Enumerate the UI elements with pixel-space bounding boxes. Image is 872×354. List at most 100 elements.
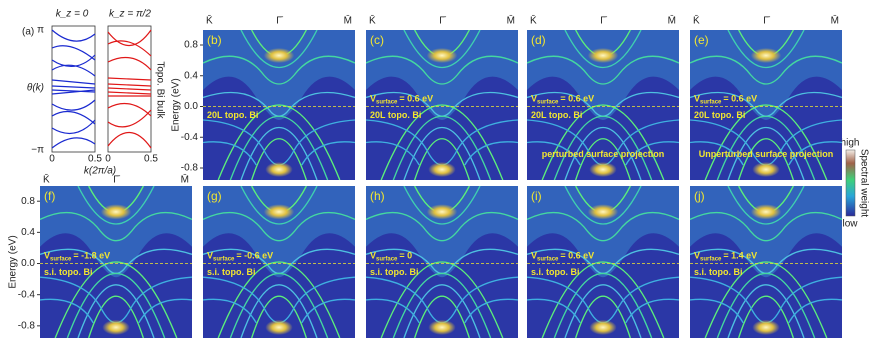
value: = 0.6 eV	[723, 94, 757, 104]
y-tick-label: 0.4	[184, 70, 198, 81]
k-label: M̄	[668, 14, 676, 27]
potential-label: Vsurface = 0.6 eV	[370, 94, 433, 105]
symbol: V	[370, 94, 376, 104]
potential-label: Vsurface = 1.4 eV	[694, 251, 757, 262]
k-label: M̄	[831, 14, 839, 27]
sample-label: s.i. topo. Bi	[531, 267, 580, 277]
k-label: Γ̄	[439, 16, 447, 27]
value: = -0.6 eV	[236, 251, 273, 261]
y-axis-label: Energy (eV)	[8, 235, 19, 288]
panel-label: (d)	[531, 33, 546, 47]
value: = 0	[399, 251, 412, 261]
bulk-bands-kzpi2	[107, 29, 152, 149]
k-label: Γ̄	[113, 175, 121, 186]
k-label: K̄	[530, 14, 537, 27]
symbol: V	[44, 251, 50, 261]
symbol: V	[370, 251, 376, 261]
y-tick-label: -0.8	[181, 163, 199, 174]
value: = 0.6 eV	[560, 251, 594, 261]
panel-label: (j)	[694, 189, 705, 203]
value: = 0.6 eV	[399, 94, 433, 104]
y-tick-label: -0.4	[181, 132, 199, 143]
k-label: Γ̄	[763, 16, 771, 27]
y-tick-label: 0.4	[21, 227, 35, 238]
k-label: Γ̄	[276, 16, 284, 27]
panel-label: (i)	[531, 189, 542, 203]
subscript: surface	[376, 99, 398, 105]
panel-label: (f)	[44, 189, 55, 203]
panel-label: (b)	[207, 33, 222, 47]
y-axis-label: θ(k)	[27, 83, 44, 94]
subscript: surface	[50, 256, 72, 262]
colorbar-low: low	[842, 219, 858, 230]
subscript: surface	[376, 256, 398, 262]
value: = 1.4 eV	[723, 251, 757, 261]
subscript: surface	[700, 256, 722, 262]
frame	[51, 25, 96, 153]
x-tick-label: 0	[105, 154, 111, 165]
note: perturbed surface projection	[542, 149, 665, 159]
y-tick-label: 0.8	[21, 196, 35, 207]
potential-label: Vsurface = 0.6 eV	[531, 251, 594, 262]
potential-label: Vsurface = -0.6 eV	[207, 251, 273, 262]
subscript: surface	[213, 256, 235, 262]
panel-a: (a) k_z = 0 k_z = π/2 π θ(k) −π 0 0.5 0 …	[22, 9, 165, 177]
sample-label: 20L topo. Bi	[694, 110, 745, 120]
colorbar	[845, 149, 856, 217]
sample-label: 20L topo. Bi	[370, 110, 421, 120]
potential-label: Vsurface = 0.6 eV	[531, 94, 594, 105]
x-axis-label: k(2π/a)	[84, 166, 116, 177]
sample-label: s.i. topo. Bi	[44, 267, 93, 277]
potential-label: Vsurface = -1.8 eV	[44, 251, 110, 262]
panel-title: k_z = π/2	[109, 9, 151, 20]
y-tick-label: 0.0	[21, 258, 35, 269]
potential-label: Vsurface = 0	[370, 251, 412, 262]
frame	[107, 25, 152, 153]
y-tick-label: -0.4	[18, 289, 36, 300]
y-axis-label: Energy (eV)	[171, 78, 182, 131]
symbol: V	[531, 251, 537, 261]
subscript: surface	[537, 256, 559, 262]
y-tick-label: 0.8	[184, 40, 198, 51]
symbol: V	[531, 94, 537, 104]
x-tick-label: 0.5	[144, 154, 158, 165]
side-label: Topo. Bi bulk	[154, 61, 165, 119]
k-label: Γ̄	[600, 16, 608, 27]
y-tick-label: -0.8	[18, 320, 36, 331]
colorbar-label: Spectral weight	[858, 149, 869, 218]
spectral-map	[203, 30, 355, 180]
value: = 0.6 eV	[560, 94, 594, 104]
note: Unperturbed surface projection	[699, 149, 834, 159]
panel-label: (g)	[207, 189, 222, 203]
panel-label: (c)	[370, 33, 384, 47]
sample-label: s.i. topo. Bi	[207, 267, 256, 277]
value: = -1.8 eV	[73, 251, 110, 261]
panel-label: (a)	[22, 27, 34, 38]
symbol: V	[694, 251, 700, 261]
subscript: surface	[537, 99, 559, 105]
k-label: M̄	[344, 14, 352, 27]
panel-label: (e)	[694, 33, 709, 47]
symbol: V	[207, 251, 213, 261]
symbol: V	[694, 94, 700, 104]
panel-label: (h)	[370, 189, 385, 203]
y-tick-label: −π	[31, 145, 44, 156]
k-label: K̄	[206, 14, 213, 27]
subscript: surface	[700, 99, 722, 105]
sample-label: 20L topo. Bi	[207, 110, 258, 120]
potential-label: Vsurface = 0.6 eV	[694, 94, 757, 105]
x-tick-label: 0	[49, 154, 55, 165]
y-tick-label: 0.0	[184, 101, 198, 112]
k-label: K̄	[369, 14, 376, 27]
sample-label: 20L topo. Bi	[531, 110, 582, 120]
k-label: M̄	[507, 14, 515, 27]
panel-title: k_z = 0	[56, 9, 89, 20]
x-tick-label: 0.5	[88, 154, 102, 165]
sample-label: s.i. topo. Bi	[370, 267, 419, 277]
k-label: M̄	[181, 173, 189, 186]
colorbar-high: high	[841, 138, 860, 149]
k-label: K̄	[43, 173, 50, 186]
sample-label: s.i. topo. Bi	[694, 267, 743, 277]
bulk-bands-kz0	[51, 29, 96, 149]
